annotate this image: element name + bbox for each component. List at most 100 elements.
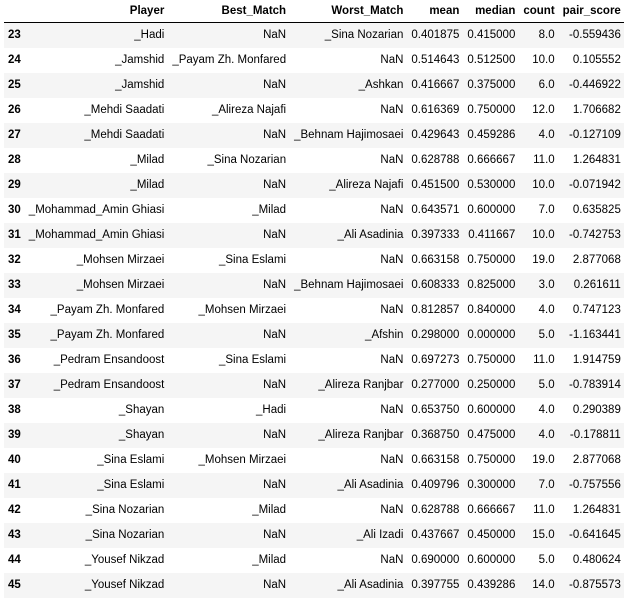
table-cell: _Sina Eslami (218, 354, 287, 366)
table-cell: 0.450000 (467, 529, 516, 541)
table-cell: _Payam Zh. Monfared (50, 329, 165, 341)
table-cell: _Ali Izadi (356, 529, 404, 541)
table-row: 31 _Mohammad_Amin Ghiasi NaN _Ali Asadinia 0… (4, 222, 624, 248)
table-cell: 19.0 (532, 254, 555, 266)
row-index: 41 (8, 479, 21, 491)
table-cell: 2.877068 (572, 454, 621, 466)
table-cell: NaN (263, 429, 287, 441)
table-cell: 0.475000 (467, 429, 516, 441)
table-cell: 0.250000 (467, 379, 516, 391)
table-cell: _Sina Nozarian (324, 29, 404, 42)
table-cell: _Sina Eslami (97, 454, 165, 466)
table-cell: NaN (380, 354, 404, 366)
table-row: 34 _Payam Zh. Monfared _Mohsen Mirzaei NaN 0… (4, 297, 624, 323)
table-cell: _Mohsen Mirzaei (76, 279, 165, 291)
column-header: mean (407, 0, 464, 23)
table-cell: NaN (380, 54, 404, 66)
row-index: 34 (8, 304, 21, 316)
table-cell: NaN (380, 504, 404, 516)
table-cell: _Yousef Nikzad (84, 579, 165, 591)
table-cell: -0.127109 (569, 129, 621, 141)
table-cell: NaN (263, 379, 287, 391)
table-cell: _Shayan (118, 429, 165, 441)
table-cell: 11.0 (533, 354, 555, 366)
table-row: 35 _Payam Zh. Monfared NaN _Afshin 0.298000 0… (4, 322, 624, 348)
table-cell: 0.812857 (411, 304, 460, 316)
table-cell: 14.0 (532, 579, 555, 591)
table-cell: _Alireza Ranjbar (318, 429, 404, 441)
table-cell: 4.0 (538, 304, 555, 316)
table-cell: 4.0 (538, 404, 555, 416)
table-cell: NaN (263, 279, 287, 291)
row-index: 26 (8, 104, 21, 116)
table-cell: -0.783914 (569, 379, 621, 391)
table-cell: 0.459286 (467, 129, 516, 141)
table-cell: 0.747123 (572, 304, 621, 316)
table-cell: 0.628788 (411, 504, 460, 516)
table-cell: _Payam Zh. Monfared (50, 304, 165, 316)
table-row: 32 _Mohsen Mirzaei _Sina Eslami NaN 0.663158… (4, 247, 624, 273)
table-cell: _Shayan (118, 404, 165, 416)
table-cell: -1.163441 (569, 329, 621, 341)
table-cell: 0.628788 (411, 154, 460, 166)
table-cell: -0.446922 (569, 79, 621, 91)
table-cell: _Milad (130, 179, 165, 191)
table-cell: 0.825000 (467, 279, 516, 291)
table-cell: _Ali Asadinia (337, 579, 404, 591)
table-cell: _Milad (252, 204, 287, 216)
table-cell: _Alireza Najafi (329, 179, 404, 191)
table-cell: 0.277000 (411, 379, 460, 391)
table-cell: 0.429643 (411, 129, 460, 141)
table-cell: NaN (380, 454, 404, 466)
table-cell: _Hadi (134, 29, 165, 42)
table-cell: 0.401875 (411, 29, 460, 42)
table-cell: _Sina Nozarian (85, 529, 165, 541)
row-index: 36 (8, 354, 21, 366)
table-row: 27 _Mehdi Saadati NaN _Behnam Hajimosaei 0.4… (4, 122, 624, 148)
column-header: median (463, 0, 520, 23)
table-cell: _Pedram Ensandoost (53, 354, 165, 366)
table-row: 41 _Sina Eslami NaN _Ali Asadinia 0.409796 0.… (4, 472, 624, 498)
table-cell: 0.105552 (572, 54, 621, 66)
table-cell: _Ashkan (358, 79, 404, 91)
table-cell: 0.397755 (411, 579, 460, 591)
table-cell: NaN (263, 179, 287, 191)
table-cell: 0.290389 (572, 404, 621, 416)
index-column-header (4, 0, 25, 23)
table-cell: 0.653750 (411, 404, 460, 416)
table-cell: _Mohsen Mirzaei (198, 454, 287, 466)
row-index: 37 (8, 379, 21, 391)
table-cell: 0.750000 (467, 454, 516, 466)
row-index: 40 (8, 454, 21, 466)
table-cell: 0.411667 (468, 229, 516, 241)
row-index: 32 (8, 254, 21, 266)
table-cell: 0.750000 (467, 104, 516, 116)
table-cell: _Mohammad_Amin Ghiasi (28, 229, 165, 241)
row-index: 28 (8, 154, 21, 166)
table-cell: _Sina Nozarian (207, 154, 287, 166)
table-cell: 7.0 (538, 479, 555, 491)
table-cell: _Sina Eslami (218, 254, 287, 266)
row-index: 29 (8, 179, 21, 191)
column-header: Player (24, 0, 169, 23)
table-cell: 10.0 (532, 54, 555, 66)
table-cell: 0.666667 (467, 504, 516, 516)
table-cell: 0.409796 (411, 479, 460, 491)
table-cell: 10.0 (532, 229, 555, 241)
table-cell: 0.397333 (411, 229, 460, 241)
table-cell: 1.914759 (572, 354, 621, 366)
table-cell: 0.480624 (572, 554, 621, 566)
row-index: 33 (8, 279, 21, 291)
table-row: 26 _Mehdi Saadati _Alireza Najafi NaN 0.6163… (4, 97, 624, 123)
table-cell: 2.877068 (572, 254, 621, 266)
table-cell: _Ali Asadinia (337, 479, 404, 491)
table-cell: _Milad (252, 504, 287, 516)
table-cell: -0.178811 (569, 429, 621, 441)
table-cell: _Behnam Hajimosaei (294, 129, 404, 141)
table-cell: _Milad (130, 154, 165, 166)
table-cell: 0.300000 (467, 479, 516, 491)
table-row: 23 _Hadi NaN _Sina Nozarian 0.401875 0.415000… (4, 22, 624, 48)
table-cell: NaN (263, 29, 287, 42)
table-cell: _Milad (252, 554, 287, 566)
table-cell: _Mehdi Saadati (84, 104, 165, 116)
